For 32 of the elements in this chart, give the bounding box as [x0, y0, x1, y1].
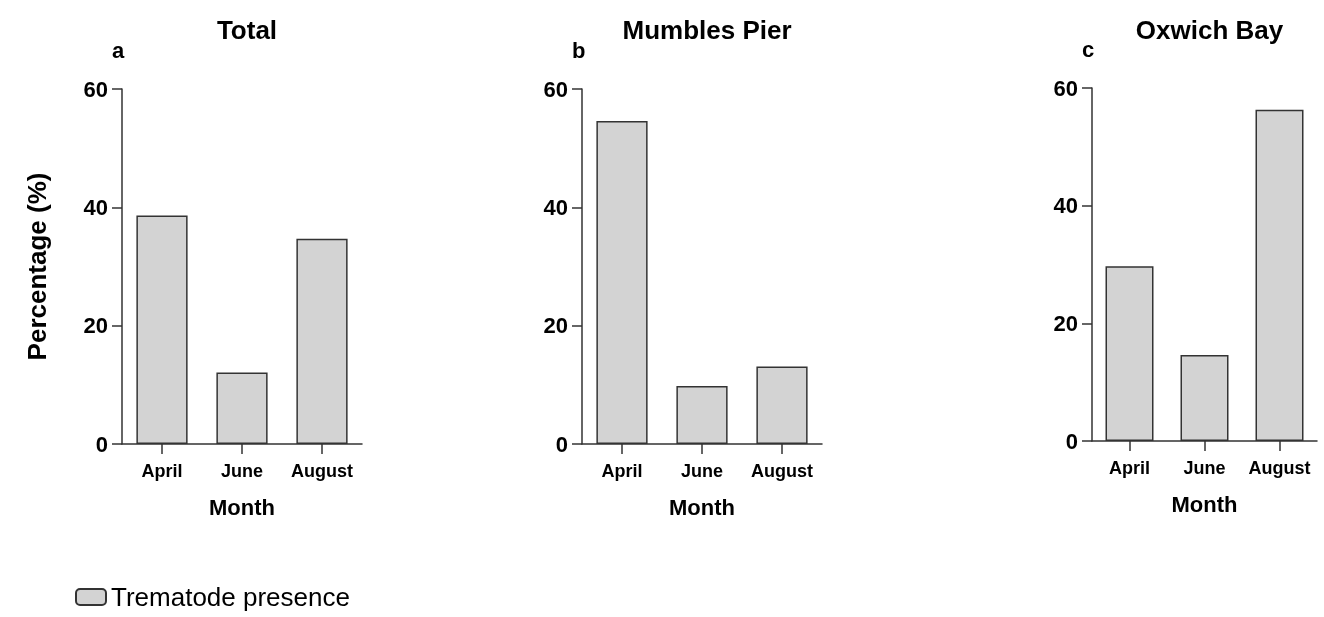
x-tick-label: June: [220, 461, 264, 481]
y-tick-label: 0: [1065, 428, 1078, 454]
text: a: [112, 37, 125, 63]
y-tick-label: 0: [555, 431, 568, 457]
y-tick-label: 40: [83, 194, 108, 220]
x-axis-title: Month: [209, 494, 275, 520]
y-tick-label: 20: [543, 313, 568, 339]
x-tick-label: August: [291, 461, 353, 481]
y-tick-label: 60: [1053, 75, 1078, 101]
x-tick-label: June: [680, 461, 724, 481]
x-axis-title: Month: [1171, 491, 1238, 517]
x-tick-label: April: [141, 461, 183, 481]
y-tick-label: 0: [95, 431, 108, 457]
y-axis-title: Percentage (%): [22, 172, 52, 361]
chart-title: Total: [216, 15, 278, 45]
text: b: [572, 37, 586, 63]
text: c: [1082, 36, 1095, 62]
x-tick-label: April: [601, 461, 643, 481]
y-tick-label: 40: [543, 194, 568, 220]
y-tick-label: 20: [83, 313, 108, 339]
x-tick-label: August: [751, 461, 813, 481]
y-tick-label: 60: [543, 76, 568, 102]
y-tick-label: 20: [1053, 310, 1078, 336]
y-tick-label: 40: [1053, 193, 1078, 219]
chart-title: Mumbles Pier: [622, 15, 792, 45]
chart-title: Oxwich Bay: [1135, 15, 1284, 45]
legend-label: Trematode presence: [111, 582, 350, 612]
x-tick-label: August: [1248, 458, 1311, 478]
y-tick-label: 60: [83, 76, 108, 102]
x-tick-label: June: [1183, 458, 1226, 478]
x-tick-label: April: [1108, 458, 1151, 478]
x-axis-title: Month: [669, 494, 735, 520]
